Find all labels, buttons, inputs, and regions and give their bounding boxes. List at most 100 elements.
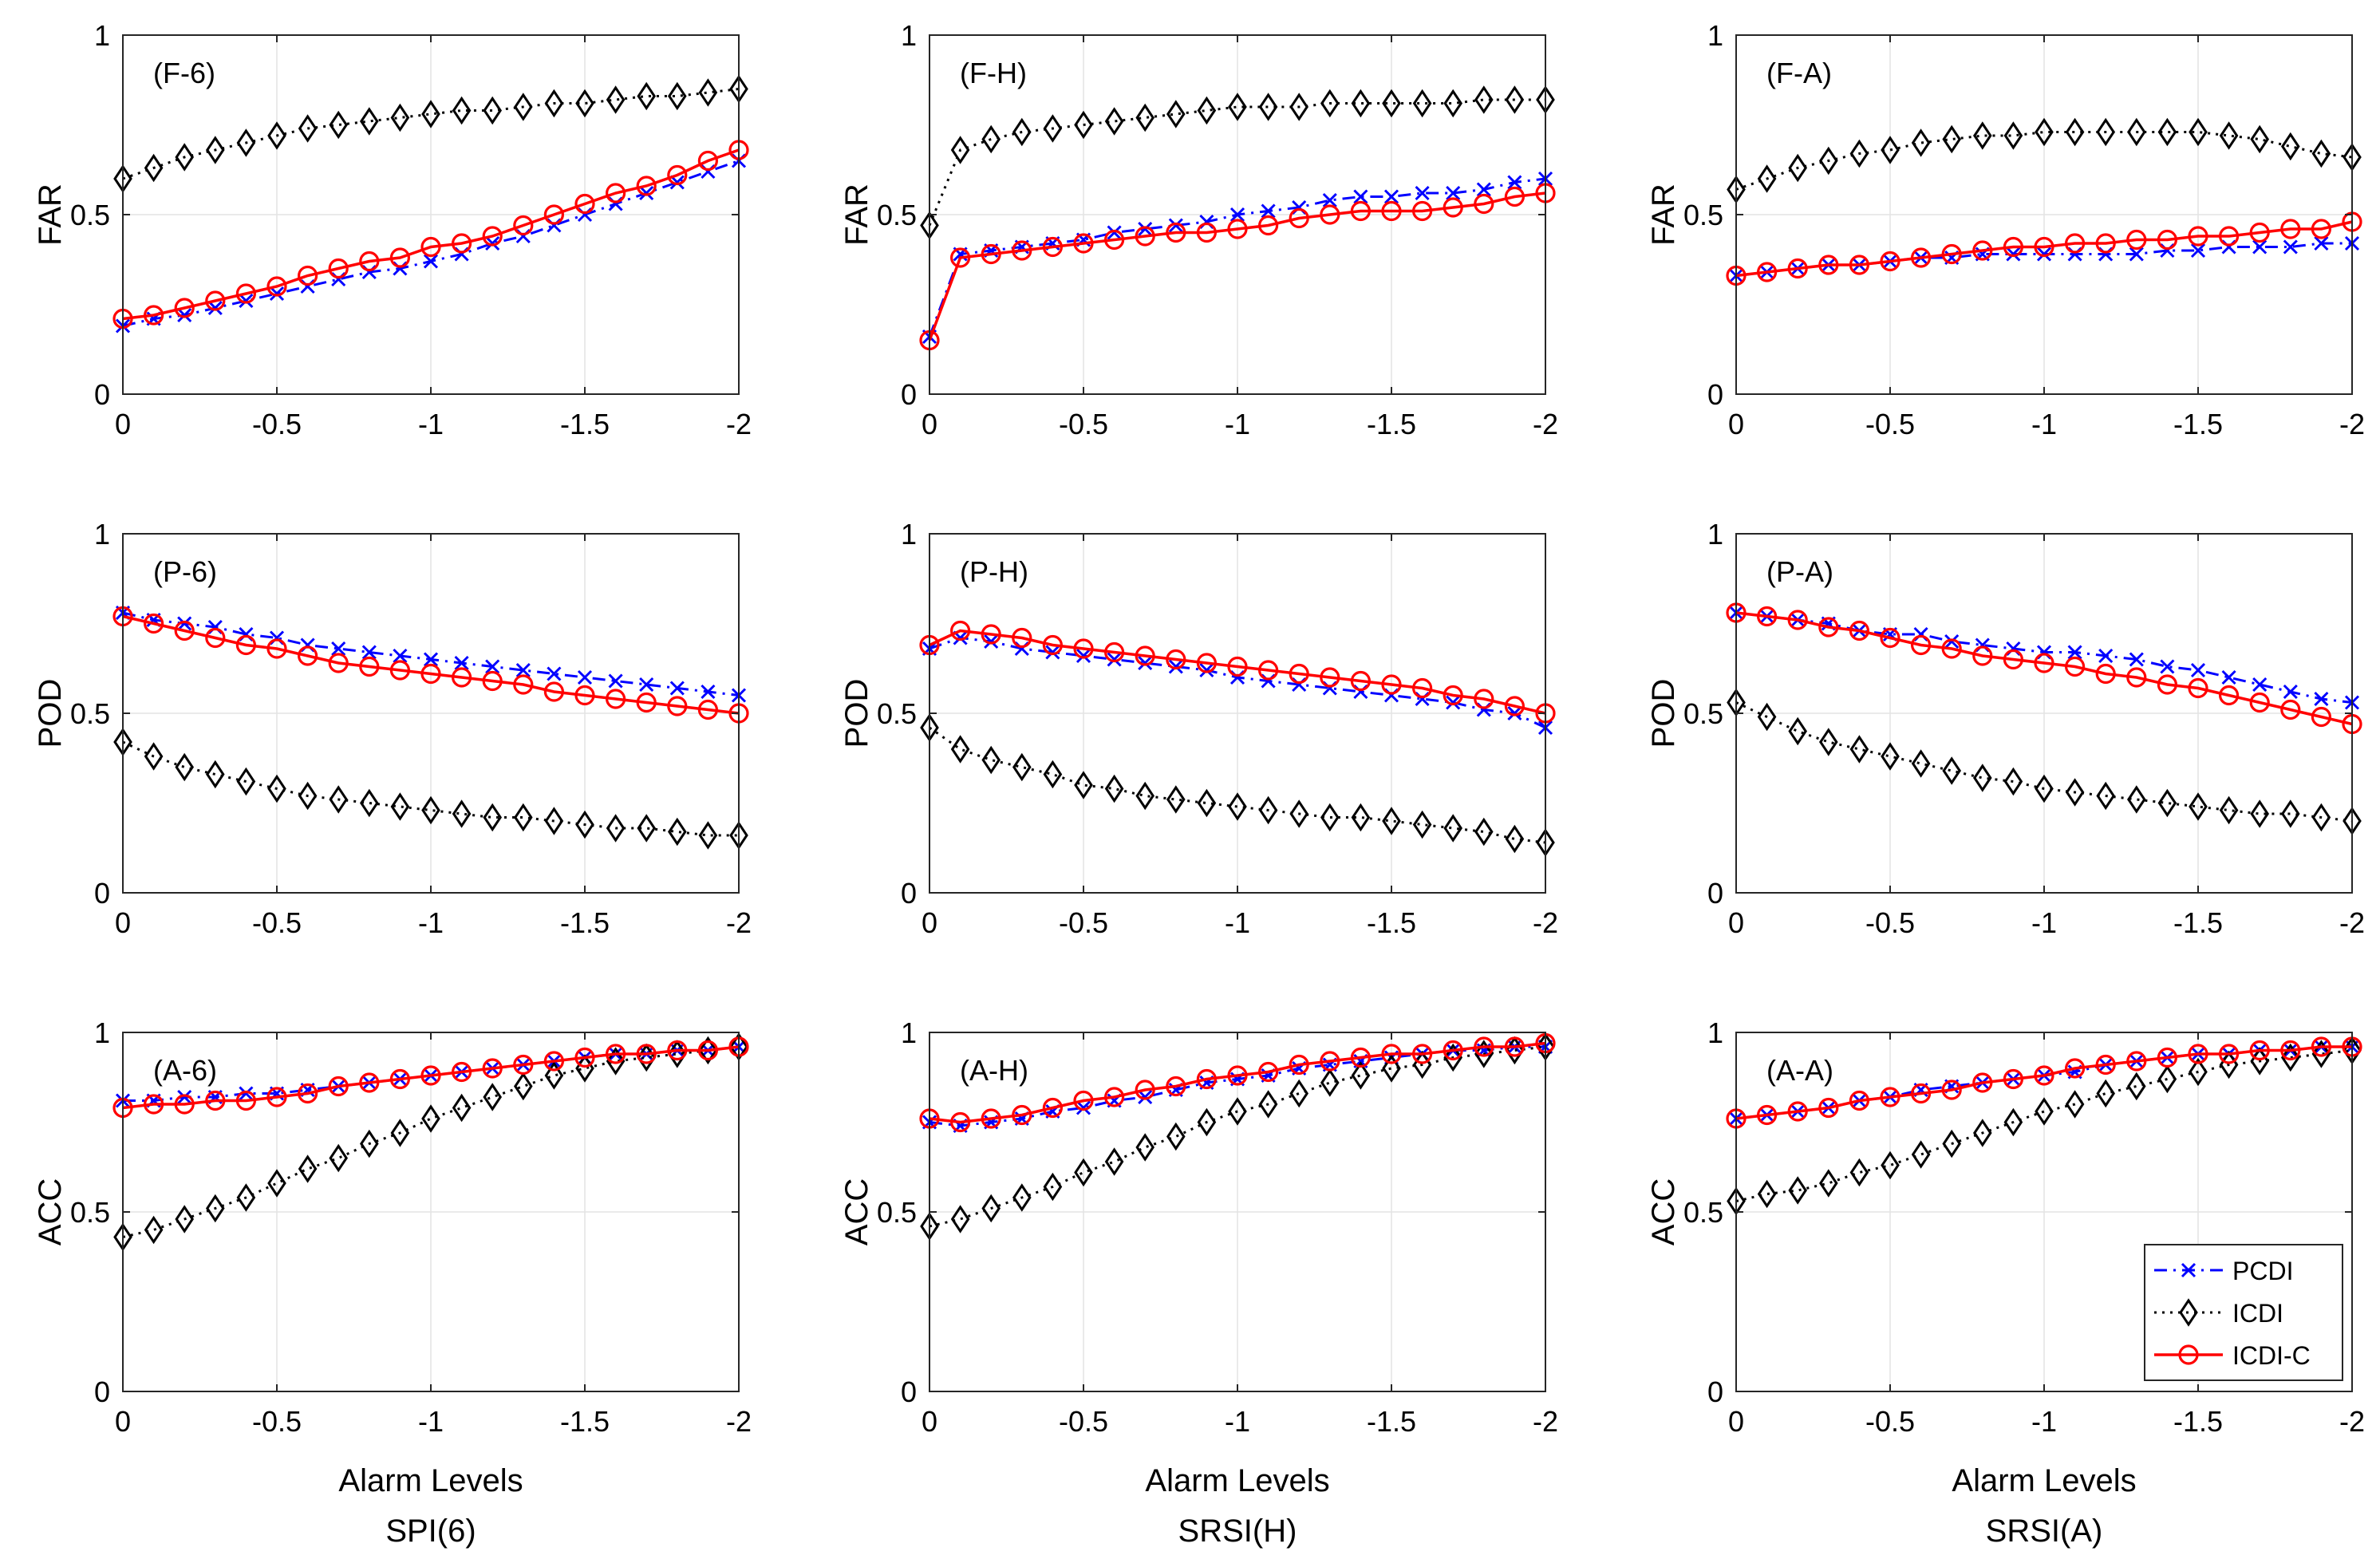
x-tick-label: -1.5 [1367, 1405, 1416, 1438]
data-point-pcdi [1076, 1100, 1091, 1115]
data-point-icdi-c [235, 634, 256, 656]
data-point-icdi [2065, 117, 2085, 147]
data-point-icdi [1881, 1151, 1900, 1180]
x-tick-label: -2 [2339, 906, 2365, 939]
data-point-icdi [1972, 1119, 1992, 1147]
data-point-icdi [2035, 1097, 2054, 1126]
y-tick-label: 0 [901, 378, 917, 411]
x-tick-label: -1 [2031, 1405, 2057, 1438]
data-point-icdi-c [1042, 634, 1064, 656]
y-tick-label: 0 [901, 1376, 917, 1408]
data-point-icdi-c [1818, 617, 1839, 637]
series-line-icdi-c [1735, 1045, 2352, 1120]
data-point-icdi-c [1911, 1083, 1932, 1104]
panel-label: (F-6) [153, 57, 215, 89]
data-point-icdi-c [1166, 1076, 1186, 1097]
data-point-icdi-c [2188, 677, 2208, 699]
data-point-icdi [1043, 1172, 1063, 1202]
series-icdi-c [112, 1036, 749, 1119]
series-line-icdi-c [929, 1041, 1546, 1124]
data-point-icdi-c [298, 265, 318, 286]
data-point-pcdi [361, 645, 377, 660]
data-point-icdi-c [2219, 685, 2240, 706]
data-point-icdi [2096, 781, 2116, 811]
data-point-icdi-c [1787, 1101, 1808, 1122]
data-point-icdi [2157, 788, 2177, 818]
data-point-pcdi [1107, 652, 1122, 667]
data-point-icdi-c [1073, 233, 1094, 254]
panel-a-6: 0 -0.5 -1 -1.5 -2 0 0.5 1 ACC (A-6) Alarm Levels SP… [33, 1016, 752, 1549]
data-point-icdi [1166, 1122, 1186, 1151]
data-point-icdi [513, 1072, 533, 1101]
legend-label-icdi-c: ICDI-C [2232, 1341, 2311, 1370]
data-point-icdi [2126, 117, 2146, 147]
data-point-icdi [1788, 716, 1808, 746]
data-point-icdi-c [1443, 685, 1463, 706]
data-point-icdi [1881, 742, 1900, 771]
data-point-pcdi [2221, 669, 2236, 685]
data-point-icdi [1757, 164, 1777, 193]
data-point-icdi-c [1849, 255, 1869, 275]
data-point-icdi-c [2095, 233, 2116, 254]
data-point-icdi-c [636, 1044, 657, 1064]
data-point-icdi-c [1103, 1087, 1125, 1107]
data-point-icdi-c [697, 699, 719, 720]
x-tick-label: -1.5 [560, 906, 610, 939]
data-point-icdi-c [389, 247, 410, 268]
data-point-icdi-c [1880, 627, 1900, 649]
series-icdi-c [1726, 1036, 2362, 1129]
panel-f-6: 0 -0.5 -1 -1.5 -2 0 0.5 1 FAR (F-6) [33, 19, 752, 440]
x-tick-label: 0 [1728, 1405, 1744, 1438]
data-point-icdi-c [298, 1083, 318, 1104]
x-tick-label: 0 [1728, 906, 1744, 939]
data-point-icdi-c [205, 1090, 226, 1111]
data-point-icdi [1320, 89, 1340, 118]
data-point-icdi [981, 1194, 1001, 1223]
y-axis-label: FAR [33, 184, 68, 246]
data-point-icdi [2189, 117, 2208, 147]
data-point-pcdi [1476, 182, 1491, 197]
data-point-icdi-c [574, 193, 595, 215]
data-point-icdi [1911, 128, 1931, 157]
data-point-icdi-c [1166, 222, 1186, 243]
data-point-icdi [483, 1083, 503, 1111]
series-line-icdi-c [1735, 220, 2353, 278]
data-point-icdi-c [981, 243, 1001, 265]
data-point-icdi [329, 785, 349, 814]
data-point-icdi-c [482, 670, 503, 692]
y-axis-label: FAR [839, 184, 874, 246]
data-point-icdi-c [2065, 233, 2086, 254]
data-point-icdi-c [1504, 1036, 1525, 1057]
data-point-icdi-c [420, 663, 441, 685]
data-point-icdi-c [1257, 1061, 1279, 1083]
series-icdi-c [112, 606, 749, 724]
data-point-pcdi [1353, 189, 1368, 204]
y-tick-label: 0.5 [1683, 697, 1723, 730]
data-point-icdi-c [697, 150, 719, 172]
data-point-icdi [950, 1205, 970, 1233]
panel-label: (F-A) [1766, 57, 1832, 89]
panel-label: (P-6) [153, 555, 217, 588]
data-point-icdi [452, 96, 472, 125]
data-point-pcdi [177, 307, 192, 323]
data-point-icdi [2065, 778, 2085, 807]
series-icdi [113, 728, 748, 850]
data-point-icdi [1135, 1133, 1155, 1162]
data-point-icdi-c [482, 1058, 503, 1079]
data-point-pcdi [1507, 705, 1522, 721]
data-point-icdi [1818, 728, 1838, 756]
data-point-icdi [205, 760, 225, 789]
x-tick-label: -1.5 [1367, 408, 1416, 440]
data-point-icdi-c [1289, 663, 1309, 685]
data-point-icdi [1197, 788, 1217, 818]
data-point-icdi-c [1443, 1040, 1463, 1061]
x-tick-label: 0 [1728, 408, 1744, 440]
data-point-icdi [1166, 785, 1186, 814]
data-point-pcdi [2006, 247, 2021, 262]
x-axis-label: Alarm Levels [338, 1463, 523, 1498]
data-point-icdi-c [144, 305, 164, 326]
data-point-icdi-c [1787, 258, 1808, 279]
y-tick-label: 0 [1707, 378, 1723, 411]
data-point-pcdi [608, 673, 623, 689]
x-tick-label: 0 [922, 1405, 937, 1438]
